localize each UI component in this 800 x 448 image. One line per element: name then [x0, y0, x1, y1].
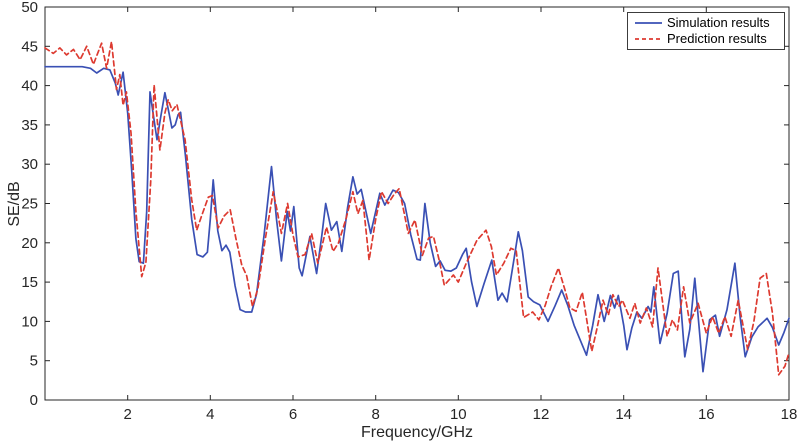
legend: Simulation results Prediction results — [627, 12, 785, 50]
y-tick-label: 0 — [30, 392, 38, 409]
x-tick-label: 6 — [289, 406, 297, 423]
x-tick-label: 2 — [124, 406, 132, 423]
y-tick-label: 40 — [21, 78, 38, 95]
y-tick-label: 15 — [21, 274, 38, 291]
x-tick-label: 8 — [372, 406, 380, 423]
axes-box — [44, 6, 790, 401]
prediction-line — [44, 40, 790, 376]
y-axis-label: SE/dB — [6, 181, 23, 227]
legend-label-simulation: Simulation results — [667, 14, 770, 30]
y-tick-label: 25 — [21, 196, 38, 213]
y-tick-label: 45 — [21, 38, 38, 55]
y-tick-label: 35 — [21, 117, 38, 134]
simulation-line — [44, 65, 790, 373]
x-tick-label: 12 — [533, 406, 550, 423]
x-tick-label: 16 — [698, 406, 715, 423]
y-tick-label: 20 — [21, 235, 38, 252]
y-tick-label: 50 — [21, 0, 38, 16]
x-tick-label: 4 — [206, 406, 214, 423]
x-tick-label: 18 — [781, 406, 798, 423]
y-tick-label: 10 — [21, 313, 38, 330]
legend-label-prediction: Prediction results — [667, 31, 767, 47]
y-tick-label: 5 — [30, 353, 38, 370]
x-axis-label: Frequency/GHz — [360, 424, 474, 441]
legend-item-simulation: Simulation results — [628, 15, 784, 31]
legend-item-prediction: Prediction results — [628, 31, 784, 47]
simulation-line-sample — [635, 21, 662, 24]
x-tick-label: 14 — [615, 406, 632, 423]
y-tick-label: 30 — [21, 156, 38, 173]
prediction-line-sample — [635, 38, 662, 41]
x-tick-label: 10 — [450, 406, 467, 423]
